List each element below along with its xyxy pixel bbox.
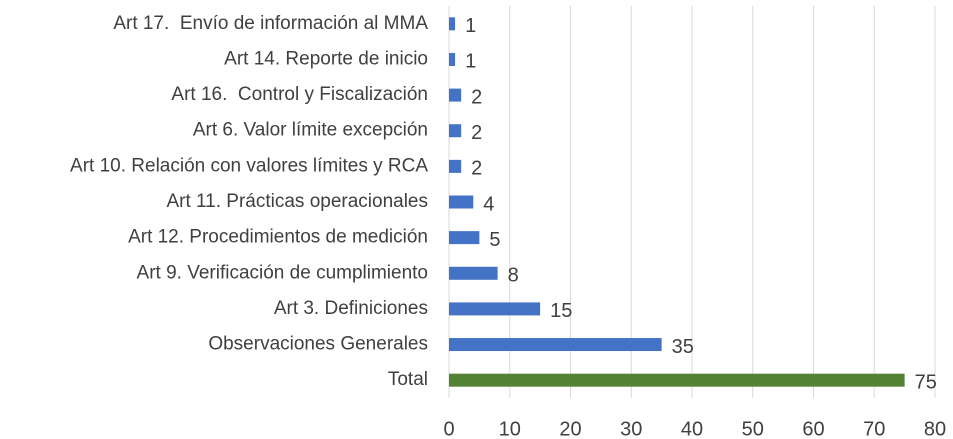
data-label: 75 (915, 371, 937, 393)
bar (449, 52, 456, 66)
y-tick-label: Art 3. Definiciones (274, 298, 428, 319)
bar (449, 159, 462, 173)
data-label: 35 (672, 336, 694, 358)
x-tick-label: 80 (924, 418, 946, 439)
data-label: 5 (489, 229, 500, 251)
y-tick-label: Observaciones Generales (208, 334, 428, 355)
x-tick-label: 40 (681, 418, 703, 439)
x-tick-label: 20 (559, 418, 581, 439)
bar (449, 124, 462, 138)
bar (449, 17, 456, 31)
bar (449, 231, 480, 245)
y-tick-label: Art 6. Valor límite excepción (193, 120, 428, 141)
x-tick-label: 50 (742, 418, 764, 439)
data-label: 2 (471, 122, 482, 144)
x-tick-label: 30 (620, 418, 642, 439)
data-label: 2 (471, 158, 482, 180)
data-label: 4 (483, 193, 494, 215)
bar (449, 195, 474, 209)
bar (449, 338, 662, 352)
y-tick-label: Art 12. Procedimientos de medición (128, 227, 428, 248)
data-label: 1 (465, 15, 476, 37)
bar (449, 88, 462, 102)
bar (449, 266, 498, 280)
data-label: 1 (465, 51, 476, 73)
data-label: 2 (471, 86, 482, 108)
y-tick-label: Total (388, 369, 428, 390)
y-tick-label: Art 9. Verificación de cumplimiento (137, 262, 428, 283)
x-tick-label: 60 (802, 418, 824, 439)
bar (449, 373, 905, 387)
y-tick-label: Art 10. Relación con valores límites y R… (70, 155, 428, 176)
data-label: 8 (508, 265, 519, 287)
y-tick-label: Art 16. Control y Fiscalización (171, 84, 428, 105)
x-tick-label: 70 (863, 418, 885, 439)
x-tick-label: 0 (443, 418, 454, 439)
data-label: 15 (550, 300, 572, 322)
y-tick-label: Art 17. Envío de información al MMA (113, 13, 428, 34)
x-tick-label: 10 (499, 418, 521, 439)
bar (449, 302, 541, 316)
y-tick-label: Art 11. Prácticas operacionales (166, 191, 428, 212)
y-tick-label: Art 14. Reporte de inicio (224, 48, 428, 69)
